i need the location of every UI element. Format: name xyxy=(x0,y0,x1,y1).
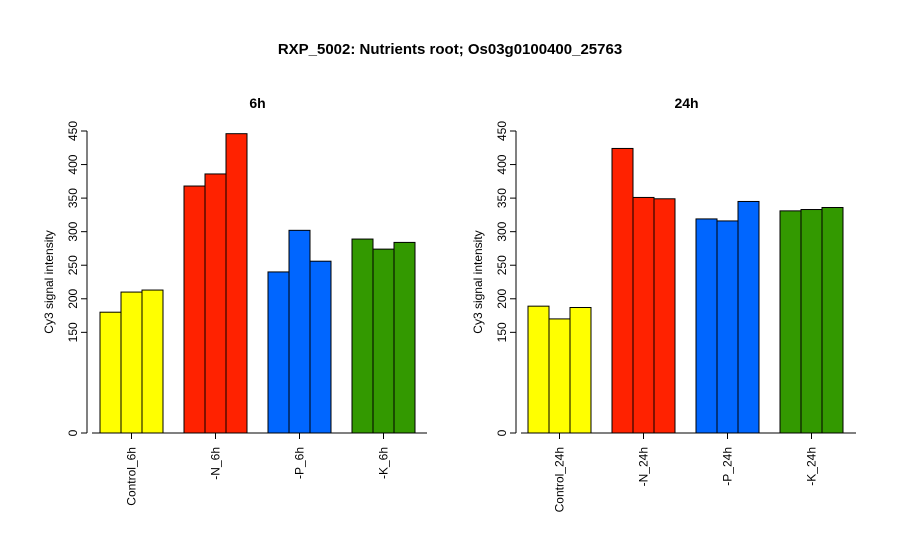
bar-Control_6h-rep3 xyxy=(141,289,164,434)
bar--K_24h-rep2 xyxy=(800,209,823,434)
bar--K_6h-rep2 xyxy=(372,248,395,434)
x-tick-label: -P_24h xyxy=(721,447,735,486)
y-tick-label: 150 xyxy=(66,322,80,342)
chart-panel-6h: 6h 0 150 200 250 300 350 400 450 Cy3 signal inten… xyxy=(42,95,427,506)
bar--P_6h-rep1 xyxy=(267,271,290,434)
bar-Control_6h-rep1 xyxy=(99,311,122,434)
bar--P_24h-rep2 xyxy=(716,220,739,434)
bar--N_6h-rep1 xyxy=(183,185,206,434)
y-tick-label: 0 xyxy=(66,429,80,436)
bar--P_24h-rep1 xyxy=(695,218,718,434)
y-tick-label: 300 xyxy=(66,221,80,241)
x-tick-label: Control_6h xyxy=(125,447,139,506)
x-tick-label: -K_24h xyxy=(805,447,819,486)
panel-title: 24h xyxy=(674,95,698,111)
y-tick-label: 0 xyxy=(495,429,509,436)
y-tick-label: 350 xyxy=(495,188,509,208)
y-tick-label: 400 xyxy=(66,154,80,174)
x-tick-label: -N_24h xyxy=(637,447,651,486)
y-tick-label: 150 xyxy=(495,322,509,342)
bar--N_24h-rep2 xyxy=(632,196,655,434)
bar--P_6h-rep2 xyxy=(288,229,311,434)
bar--N_24h-rep3 xyxy=(653,198,676,434)
y-tick-label: 300 xyxy=(495,221,509,241)
y-tick-label: 200 xyxy=(66,288,80,308)
bar-Control_24h-rep3 xyxy=(569,307,592,434)
bar--N_6h-rep2 xyxy=(204,173,227,434)
y-tick-label: 250 xyxy=(495,255,509,275)
bar--P_24h-rep3 xyxy=(737,200,760,434)
bar--K_6h-rep3 xyxy=(393,241,416,434)
y-tick-label: 450 xyxy=(66,121,80,141)
bar-Control_6h-rep2 xyxy=(120,291,143,434)
y-axis-label: Cy3 signal intensity xyxy=(42,230,56,333)
y-tick-label: 250 xyxy=(66,255,80,275)
x-tick-label: -K_6h xyxy=(377,447,391,479)
x-tick-label: -N_6h xyxy=(209,447,223,480)
bar--K_6h-rep1 xyxy=(351,238,374,434)
bar-Control_24h-rep2 xyxy=(548,318,571,434)
y-tick-label: 450 xyxy=(495,121,509,141)
y-tick-label: 350 xyxy=(66,188,80,208)
bar--N_6h-rep3 xyxy=(225,133,248,434)
bar--K_24h-rep1 xyxy=(779,210,802,434)
y-tick-label: 400 xyxy=(495,154,509,174)
x-tick-label: -P_6h xyxy=(293,447,307,479)
bar-Control_24h-rep1 xyxy=(527,305,550,434)
bar--N_24h-rep1 xyxy=(611,147,634,434)
chart-panel-24h: 24h 0 150 200 250 300 350 400 450 Cy3 signal inte… xyxy=(471,95,856,512)
figure-title: RXP_5002: Nutrients root; Os03g0100400_2… xyxy=(278,41,622,58)
x-tick-label: Control_24h xyxy=(553,447,567,512)
bar--K_24h-rep3 xyxy=(821,207,844,434)
y-tick-label: 200 xyxy=(495,288,509,308)
bar--P_6h-rep3 xyxy=(309,260,332,434)
panel-title: 6h xyxy=(249,95,265,111)
y-axis-label: Cy3 signal intensity xyxy=(471,230,485,333)
